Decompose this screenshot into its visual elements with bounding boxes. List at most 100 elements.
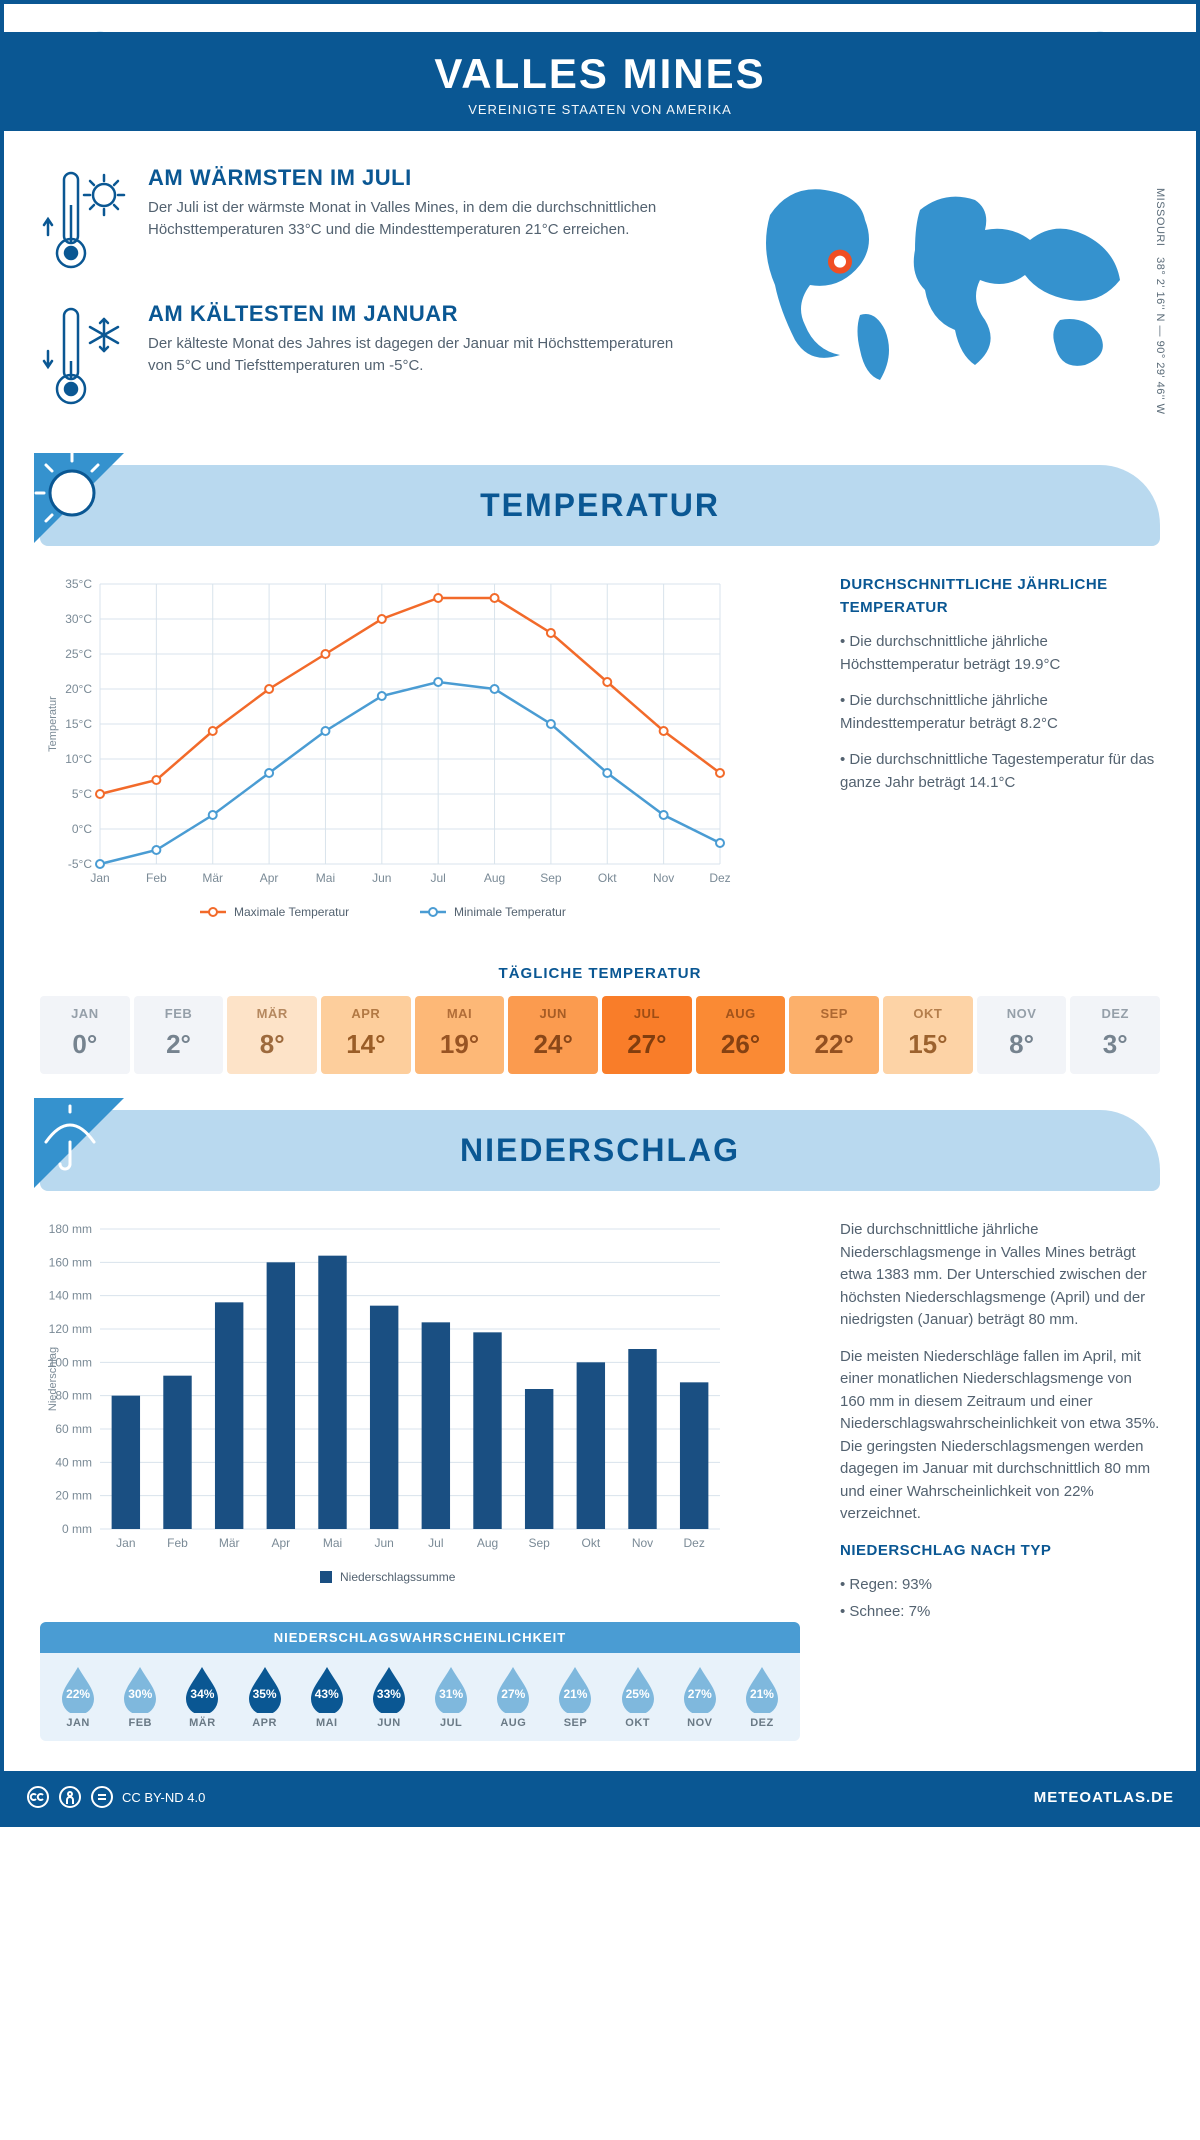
cold-text: Der kälteste Monat des Jahres ist dagege… bbox=[148, 333, 700, 377]
coordinates: MISSOURI 38° 2' 16'' N — 90° 29' 46'' W bbox=[1154, 165, 1166, 437]
svg-text:Jan: Jan bbox=[116, 1536, 135, 1550]
svg-text:Maximale Temperatur: Maximale Temperatur bbox=[234, 905, 349, 919]
svg-text:Niederschlag: Niederschlag bbox=[47, 1347, 59, 1411]
svg-text:Nov: Nov bbox=[653, 871, 674, 885]
svg-text:30°C: 30°C bbox=[65, 612, 92, 626]
cold-title: AM KÄLTESTEN IM JANUAR bbox=[148, 301, 700, 327]
precip-probability-box: NIEDERSCHLAGSWAHRSCHEINLICHKEIT 22%JAN30… bbox=[40, 1622, 800, 1741]
by-icon bbox=[58, 1785, 82, 1809]
daily-cell: AUG26° bbox=[696, 996, 786, 1074]
warm-title: AM WÄRMSTEN IM JULI bbox=[148, 165, 700, 191]
prob-cell: 35%APR bbox=[235, 1665, 295, 1729]
svg-text:120 mm: 120 mm bbox=[49, 1322, 92, 1336]
svg-text:Aug: Aug bbox=[484, 871, 505, 885]
svg-text:Nov: Nov bbox=[632, 1536, 653, 1550]
svg-text:Feb: Feb bbox=[146, 871, 167, 885]
coldest-fact: AM KÄLTESTEN IM JANUAR Der kälteste Mona… bbox=[40, 301, 700, 411]
svg-text:Okt: Okt bbox=[581, 1536, 600, 1550]
svg-text:25°C: 25°C bbox=[65, 647, 92, 661]
svg-text:Aug: Aug bbox=[477, 1536, 498, 1550]
svg-text:Temperatur: Temperatur bbox=[47, 696, 59, 752]
temperature-line-chart: -5°C 0°C 5°C 10°C 15°C 20°C 25°C 30°C 35°C Jan Feb… bbox=[40, 574, 740, 934]
svg-text:Apr: Apr bbox=[271, 1536, 290, 1550]
svg-text:80 mm: 80 mm bbox=[55, 1389, 92, 1403]
svg-text:Apr: Apr bbox=[260, 871, 279, 885]
daily-cell: MAI19° bbox=[415, 996, 505, 1074]
svg-text:60 mm: 60 mm bbox=[55, 1422, 92, 1436]
svg-text:5°C: 5°C bbox=[72, 787, 92, 801]
svg-text:Sep: Sep bbox=[540, 871, 562, 885]
title-bar: VALLES MINES VEREINIGTE STAATEN VON AMER… bbox=[4, 32, 1196, 131]
thermometer-snow-icon bbox=[40, 301, 130, 411]
page-title: VALLES MINES bbox=[4, 50, 1196, 98]
prob-cell: 27%NOV bbox=[670, 1665, 730, 1729]
svg-text:40 mm: 40 mm bbox=[55, 1455, 92, 1469]
svg-text:Jul: Jul bbox=[431, 871, 446, 885]
prob-cell: 34%MÄR bbox=[172, 1665, 232, 1729]
svg-text:Jul: Jul bbox=[428, 1536, 443, 1550]
prob-cell: 22%JAN bbox=[48, 1665, 108, 1729]
svg-text:Dez: Dez bbox=[709, 871, 730, 885]
svg-text:Okt: Okt bbox=[598, 871, 617, 885]
section-temperature: TEMPERATUR bbox=[40, 465, 1160, 546]
prob-cell: 21%SEP bbox=[545, 1665, 605, 1729]
svg-text:20 mm: 20 mm bbox=[55, 1489, 92, 1503]
daily-temp-title: TÄGLICHE TEMPERATUR bbox=[40, 965, 1160, 982]
svg-text:20°C: 20°C bbox=[65, 682, 92, 696]
daily-cell: SEP22° bbox=[789, 996, 879, 1074]
sun-icon bbox=[34, 453, 124, 543]
daily-temp-strip: JAN0°FEB2°MÄR8°APR14°MAI19°JUN24°JUL27°A… bbox=[40, 996, 1160, 1074]
svg-text:140 mm: 140 mm bbox=[49, 1289, 92, 1303]
thermometer-sun-icon bbox=[40, 165, 130, 275]
warm-text: Der Juli ist der wärmste Monat in Valles… bbox=[148, 197, 700, 241]
daily-cell: NOV8° bbox=[977, 996, 1067, 1074]
umbrella-icon bbox=[34, 1098, 124, 1188]
svg-text:Jun: Jun bbox=[372, 871, 391, 885]
prob-cell: 30%FEB bbox=[110, 1665, 170, 1729]
svg-text:15°C: 15°C bbox=[65, 717, 92, 731]
temp-side-title: DURCHSCHNITTLICHE JÄHRLICHE TEMPERATUR bbox=[840, 574, 1160, 619]
svg-text:Feb: Feb bbox=[167, 1536, 188, 1550]
warmest-fact: AM WÄRMSTEN IM JULI Der Juli ist der wär… bbox=[40, 165, 700, 275]
header-wrap: VALLES MINES VEREINIGTE STAATEN VON AMER… bbox=[40, 32, 1160, 131]
svg-text:Minimale Temperatur: Minimale Temperatur bbox=[454, 905, 566, 919]
daily-cell: JAN0° bbox=[40, 996, 130, 1074]
license-text: CC BY-ND 4.0 bbox=[122, 1790, 205, 1805]
daily-cell: OKT15° bbox=[883, 996, 973, 1074]
daily-cell: FEB2° bbox=[134, 996, 224, 1074]
section-precip: NIEDERSCHLAG bbox=[40, 1110, 1160, 1191]
svg-text:35°C: 35°C bbox=[65, 577, 92, 591]
svg-text:Sep: Sep bbox=[528, 1536, 550, 1550]
svg-text:Jun: Jun bbox=[374, 1536, 393, 1550]
svg-text:Mai: Mai bbox=[323, 1536, 342, 1550]
svg-text:Mär: Mär bbox=[219, 1536, 240, 1550]
svg-text:Mär: Mär bbox=[202, 871, 223, 885]
svg-text:180 mm: 180 mm bbox=[49, 1222, 92, 1236]
svg-text:160 mm: 160 mm bbox=[49, 1255, 92, 1269]
prob-cell: 31%JUL bbox=[421, 1665, 481, 1729]
prob-cell: 33%JUN bbox=[359, 1665, 419, 1729]
world-map: MISSOURI 38° 2' 16'' N — 90° 29' 46'' W bbox=[740, 165, 1160, 437]
footer: CC BY-ND 4.0 METEOATLAS.DE bbox=[4, 1771, 1196, 1823]
prob-cell: 43%MAI bbox=[297, 1665, 357, 1729]
svg-text:Jan: Jan bbox=[90, 871, 109, 885]
precipitation-bar-chart: 0 mm20 mm40 mm60 mm80 mm100 mm120 mm140 … bbox=[40, 1219, 740, 1599]
daily-cell: MÄR8° bbox=[227, 996, 317, 1074]
daily-cell: DEZ3° bbox=[1070, 996, 1160, 1074]
svg-text:Dez: Dez bbox=[683, 1536, 704, 1550]
prob-cell: 21%DEZ bbox=[732, 1665, 792, 1729]
svg-text:10°C: 10°C bbox=[65, 752, 92, 766]
page-subtitle: VEREINIGTE STAATEN VON AMERIKA bbox=[4, 102, 1196, 117]
nd-icon bbox=[90, 1785, 114, 1809]
svg-text:-5°C: -5°C bbox=[68, 857, 92, 871]
daily-cell: APR14° bbox=[321, 996, 411, 1074]
site-name: METEOATLAS.DE bbox=[1034, 1789, 1174, 1806]
svg-text:Mai: Mai bbox=[316, 871, 335, 885]
svg-text:0 mm: 0 mm bbox=[62, 1522, 92, 1536]
svg-text:Niederschlagssumme: Niederschlagssumme bbox=[340, 1570, 456, 1584]
daily-cell: JUN24° bbox=[508, 996, 598, 1074]
prob-cell: 27%AUG bbox=[483, 1665, 543, 1729]
daily-cell: JUL27° bbox=[602, 996, 692, 1074]
svg-text:0°C: 0°C bbox=[72, 822, 92, 836]
prob-cell: 25%OKT bbox=[608, 1665, 668, 1729]
